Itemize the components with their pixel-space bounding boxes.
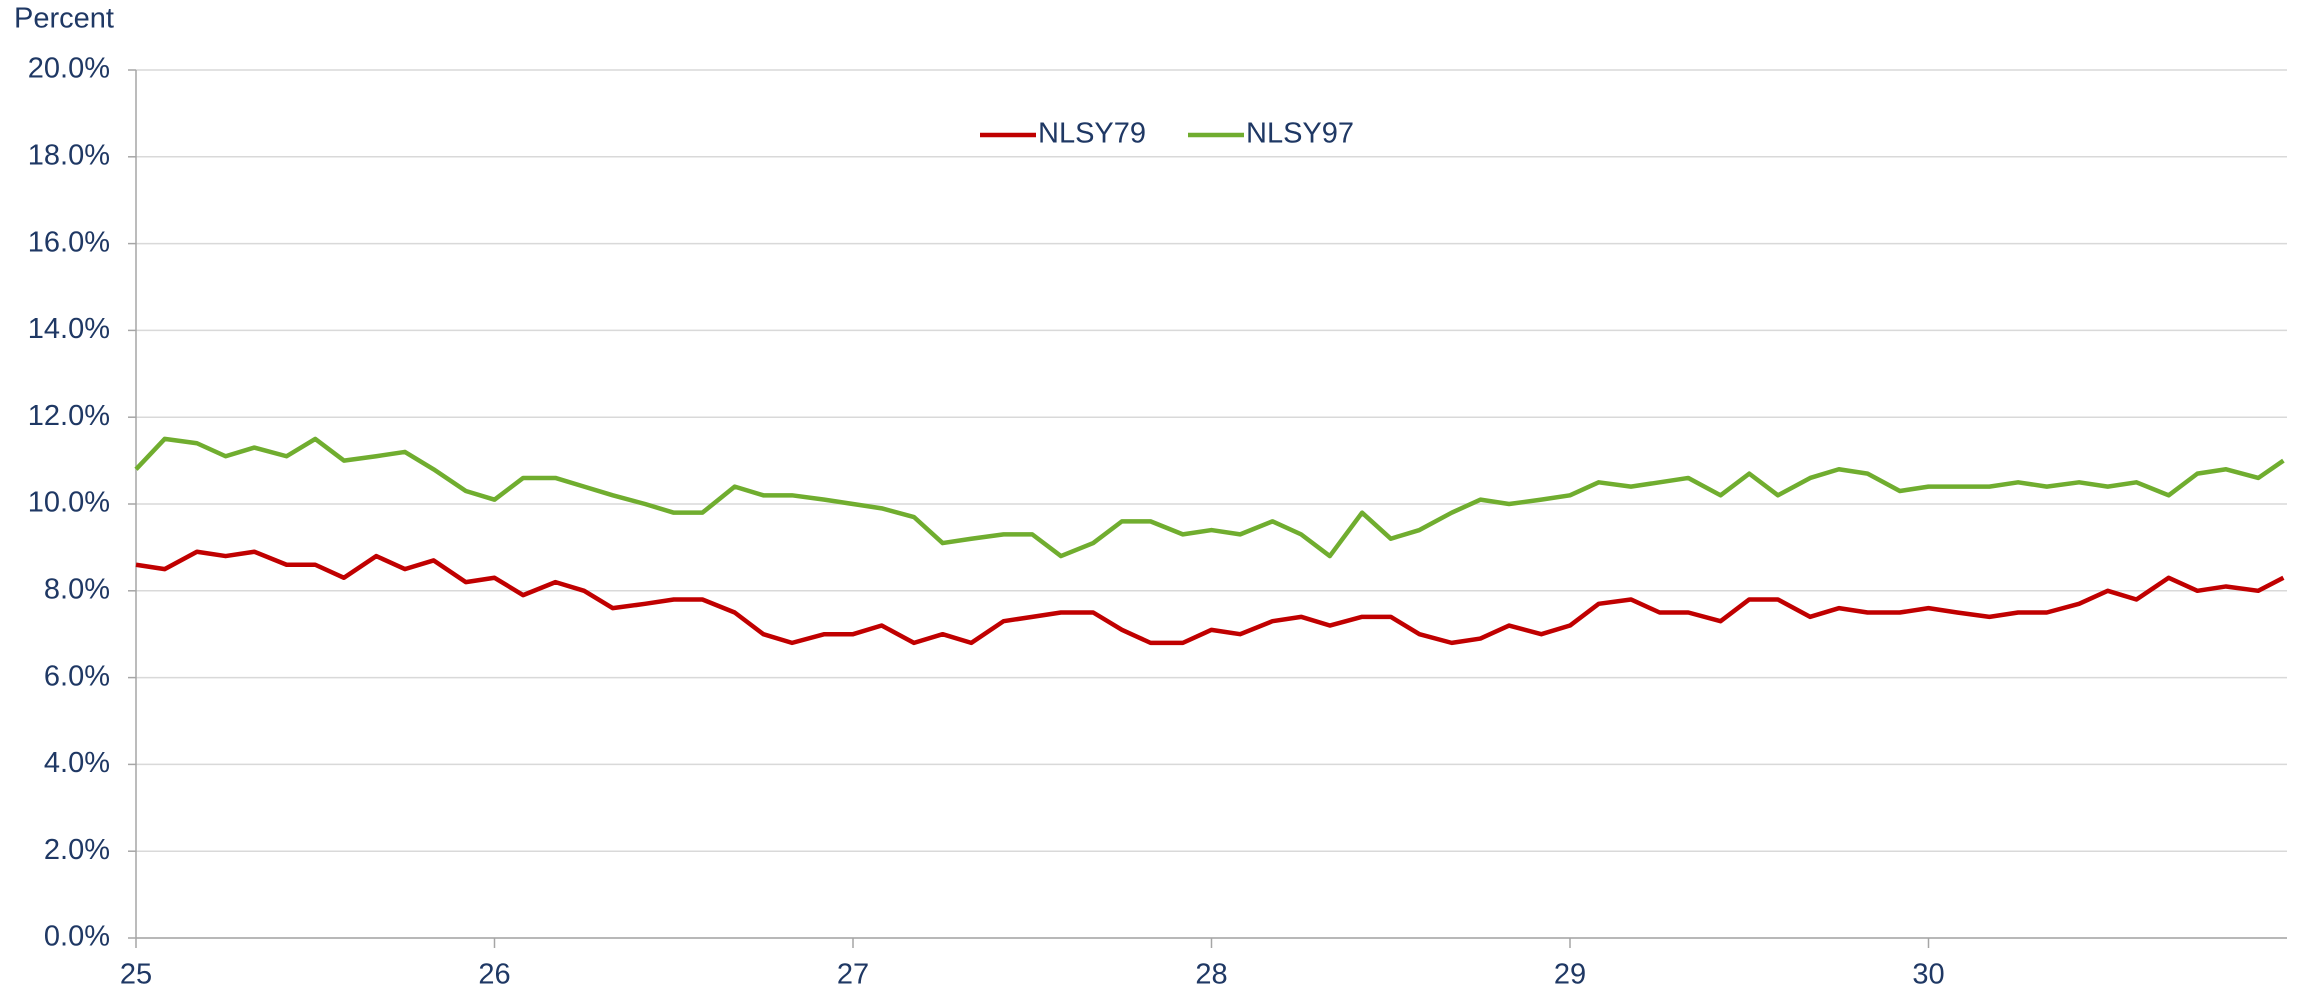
x-tick-label: 30 (1912, 959, 1944, 991)
y-tick-label: 16.0% (28, 226, 110, 258)
y-tick-label: 14.0% (28, 313, 110, 345)
y-tick-label: 20.0% (28, 53, 110, 85)
y-tick-label: 8.0% (44, 573, 110, 605)
x-tick-label: 27 (837, 959, 869, 991)
y-axis-label: Percent (14, 3, 114, 35)
x-tick-label: 25 (120, 959, 152, 991)
legend-label: NLSY79 (1038, 118, 1146, 150)
x-tick-label: 29 (1554, 959, 1586, 991)
y-tick-label: 18.0% (28, 139, 110, 171)
x-tick-label: 26 (478, 959, 510, 991)
y-tick-label: 2.0% (44, 834, 110, 866)
legend-label: NLSY97 (1246, 118, 1354, 150)
y-tick-label: 4.0% (44, 747, 110, 779)
y-tick-label: 10.0% (28, 487, 110, 519)
line-series (134, 436, 2285, 559)
x-tick-label: 28 (1195, 959, 1227, 991)
line-series (135, 549, 2285, 646)
y-tick-label: 12.0% (28, 400, 110, 432)
y-tick-label: 6.0% (44, 660, 110, 692)
y-tick-label: 0.0% (44, 921, 110, 953)
